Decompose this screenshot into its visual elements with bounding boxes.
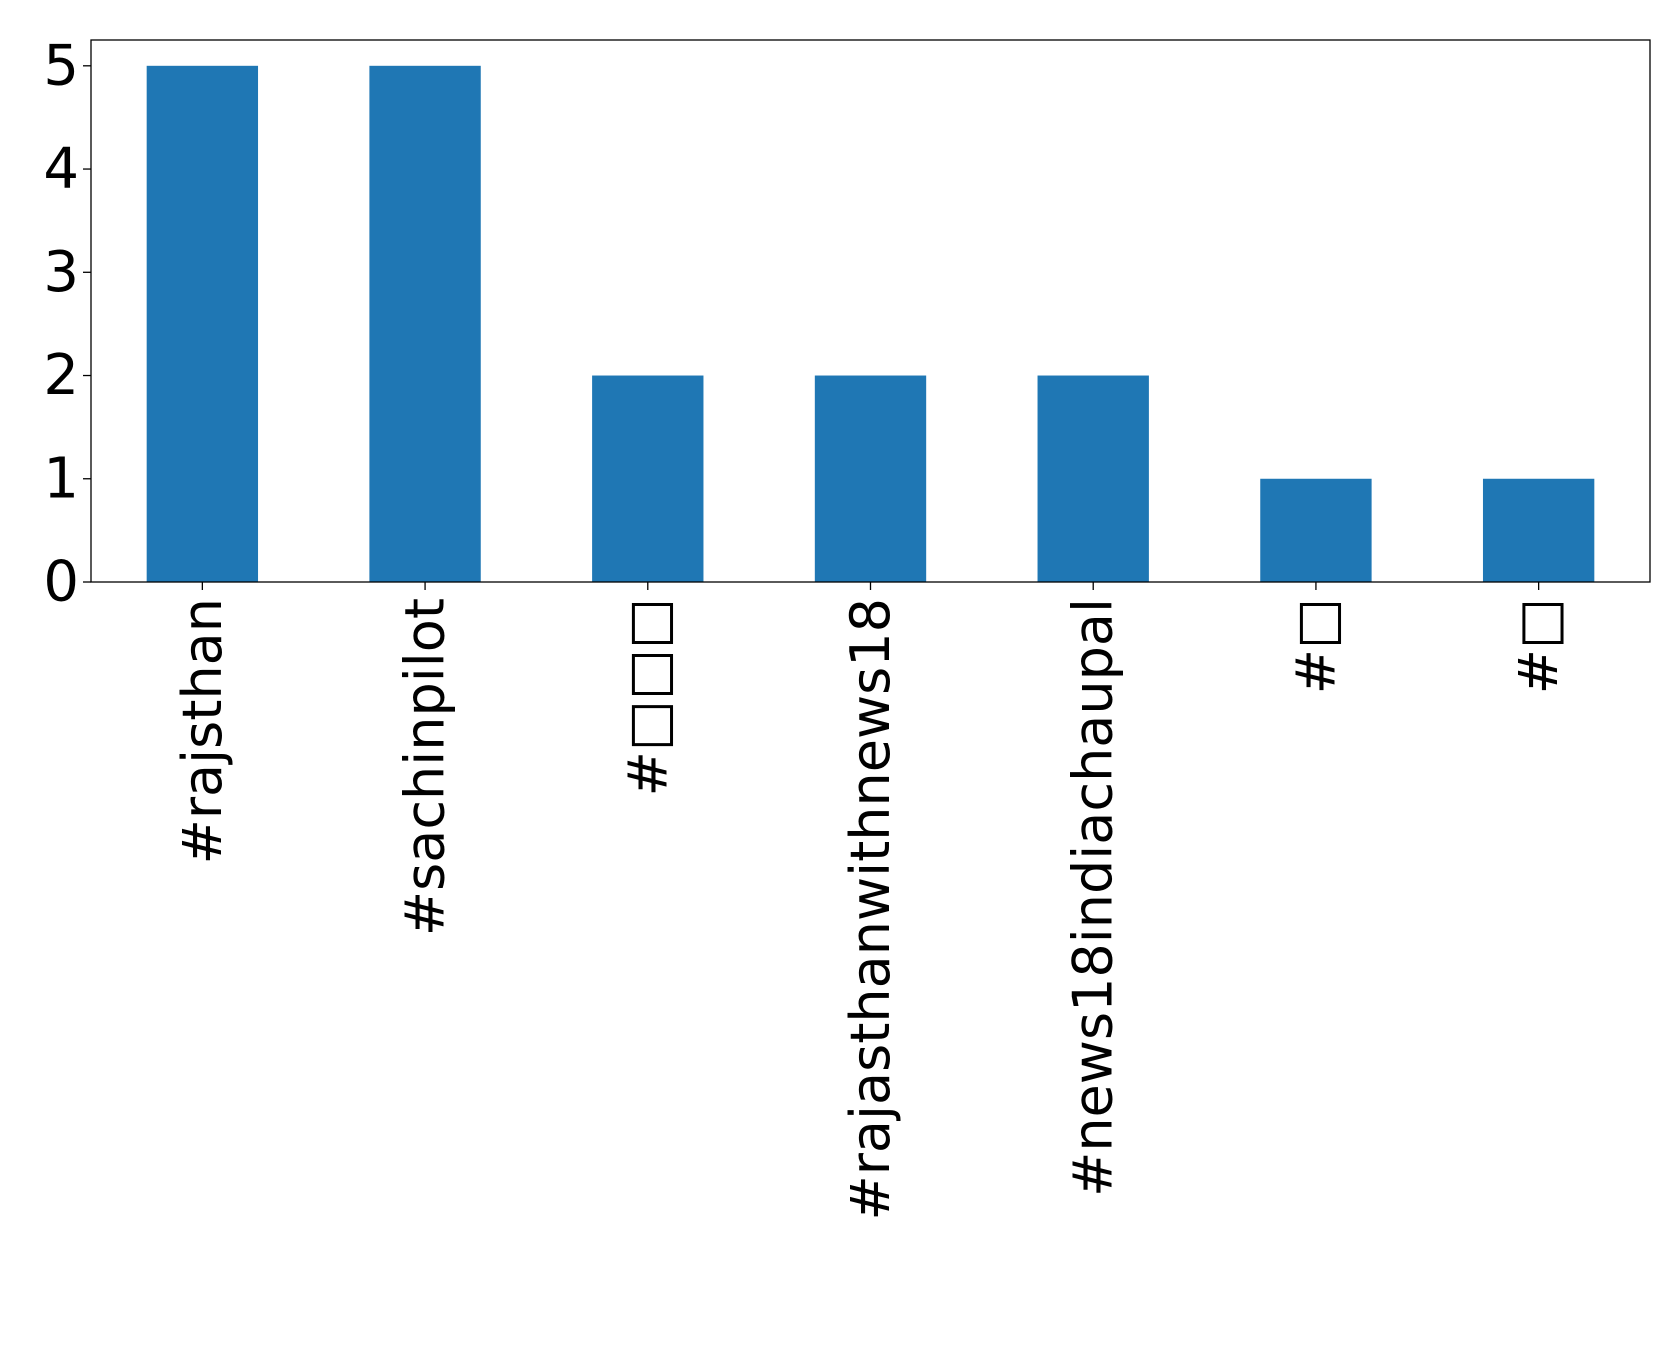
x-tick-label: #rajasthanwithnews18 <box>839 598 902 1221</box>
y-tick-label: 2 <box>43 343 79 408</box>
y-tick-label: 3 <box>43 240 79 305</box>
x-tick-label: #rajsthan <box>171 598 234 864</box>
bars-group <box>146 65 1595 583</box>
y-axis: 0 1 2 3 4 5 <box>43 33 91 615</box>
bar-5 <box>1037 375 1149 582</box>
x-tick-label: #news18indiachaupal <box>1062 598 1125 1197</box>
bar-2 <box>369 65 481 583</box>
bar-4 <box>814 375 927 582</box>
y-tick-label: 5 <box>43 33 79 98</box>
bar-3 <box>592 375 704 582</box>
bar-6 <box>1260 478 1372 582</box>
bar-7 <box>1482 478 1595 582</box>
plot-frame <box>90 39 1651 583</box>
x-tick-label: #□ <box>1507 598 1570 694</box>
x-tick-label: #□□□ <box>616 598 679 796</box>
x-tick-label: #□ <box>1284 598 1347 694</box>
x-tick-label: #sachinpilot <box>394 598 457 936</box>
bar-1 <box>146 65 259 583</box>
y-tick-label: 4 <box>43 137 79 202</box>
y-tick-label: 0 <box>43 550 79 615</box>
y-tick-label: 1 <box>43 446 79 511</box>
x-axis: #rajsthan #sachinpilot #□□□ #rajasthanwithn… <box>171 582 1570 1221</box>
